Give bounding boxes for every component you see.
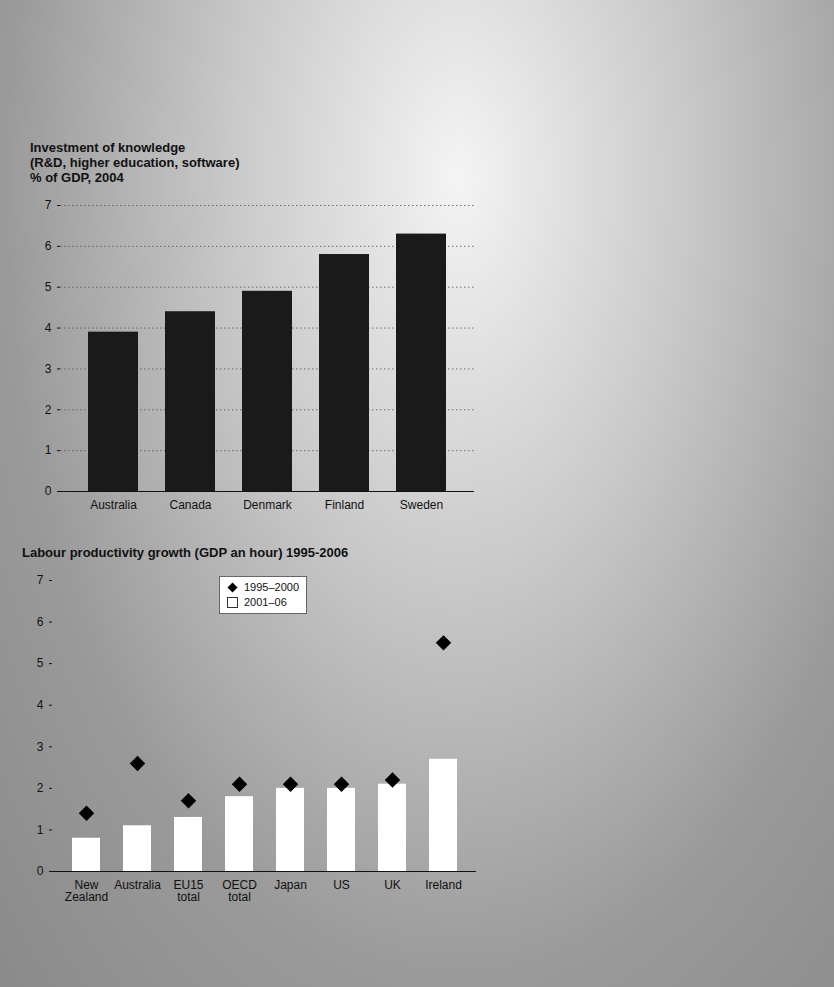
svg-text:3: 3	[37, 740, 44, 754]
svg-text:US: US	[333, 878, 350, 892]
svg-text:EU15total: EU15total	[173, 878, 203, 904]
html-text:2001–06: 2001–06	[244, 596, 287, 608]
svg-text:Finland: Finland	[325, 498, 364, 512]
svg-text:6: 6	[45, 239, 52, 253]
html-text:(R&D, higher education, softwa: (R&D, higher education, software)	[30, 155, 240, 170]
svg-text:2: 2	[45, 403, 52, 417]
svg-text:Australia: Australia	[90, 498, 137, 512]
svg-text:0: 0	[37, 864, 44, 878]
svg-text:Ireland: Ireland	[425, 878, 462, 892]
svg-text:7: 7	[37, 573, 44, 587]
svg-text:Japan: Japan	[274, 878, 307, 892]
svg-text:4: 4	[45, 321, 52, 335]
svg-text:0: 0	[45, 484, 52, 498]
svg-text:1: 1	[45, 443, 52, 457]
svg-text:Australia: Australia	[114, 878, 161, 892]
svg-text:1: 1	[37, 823, 44, 837]
svg-text:UK: UK	[384, 878, 401, 892]
svg-text:2: 2	[37, 781, 44, 795]
svg-text:OECDtotal: OECDtotal	[222, 878, 257, 904]
svg-text:Canada: Canada	[169, 498, 211, 512]
svg-text:6: 6	[37, 615, 44, 629]
svg-text:7: 7	[45, 198, 52, 212]
svg-text:Sweden: Sweden	[400, 498, 443, 512]
html-text:% of GDP, 2004: % of GDP, 2004	[30, 170, 124, 185]
svg-text:Denmark: Denmark	[243, 498, 293, 512]
svg-text:3: 3	[45, 362, 52, 376]
html-text:1995–2000: 1995–2000	[244, 581, 300, 593]
svg-text:5: 5	[45, 280, 52, 294]
html-text:Investment of knowledge: Investment of knowledge	[30, 140, 186, 155]
svg-text:5: 5	[37, 656, 44, 670]
html-text:Labour productivity growth (GD: Labour productivity growth (GDP an hour)…	[22, 545, 349, 560]
svg-text:4: 4	[37, 698, 44, 712]
svg-text:NewZealand: NewZealand	[65, 878, 108, 904]
